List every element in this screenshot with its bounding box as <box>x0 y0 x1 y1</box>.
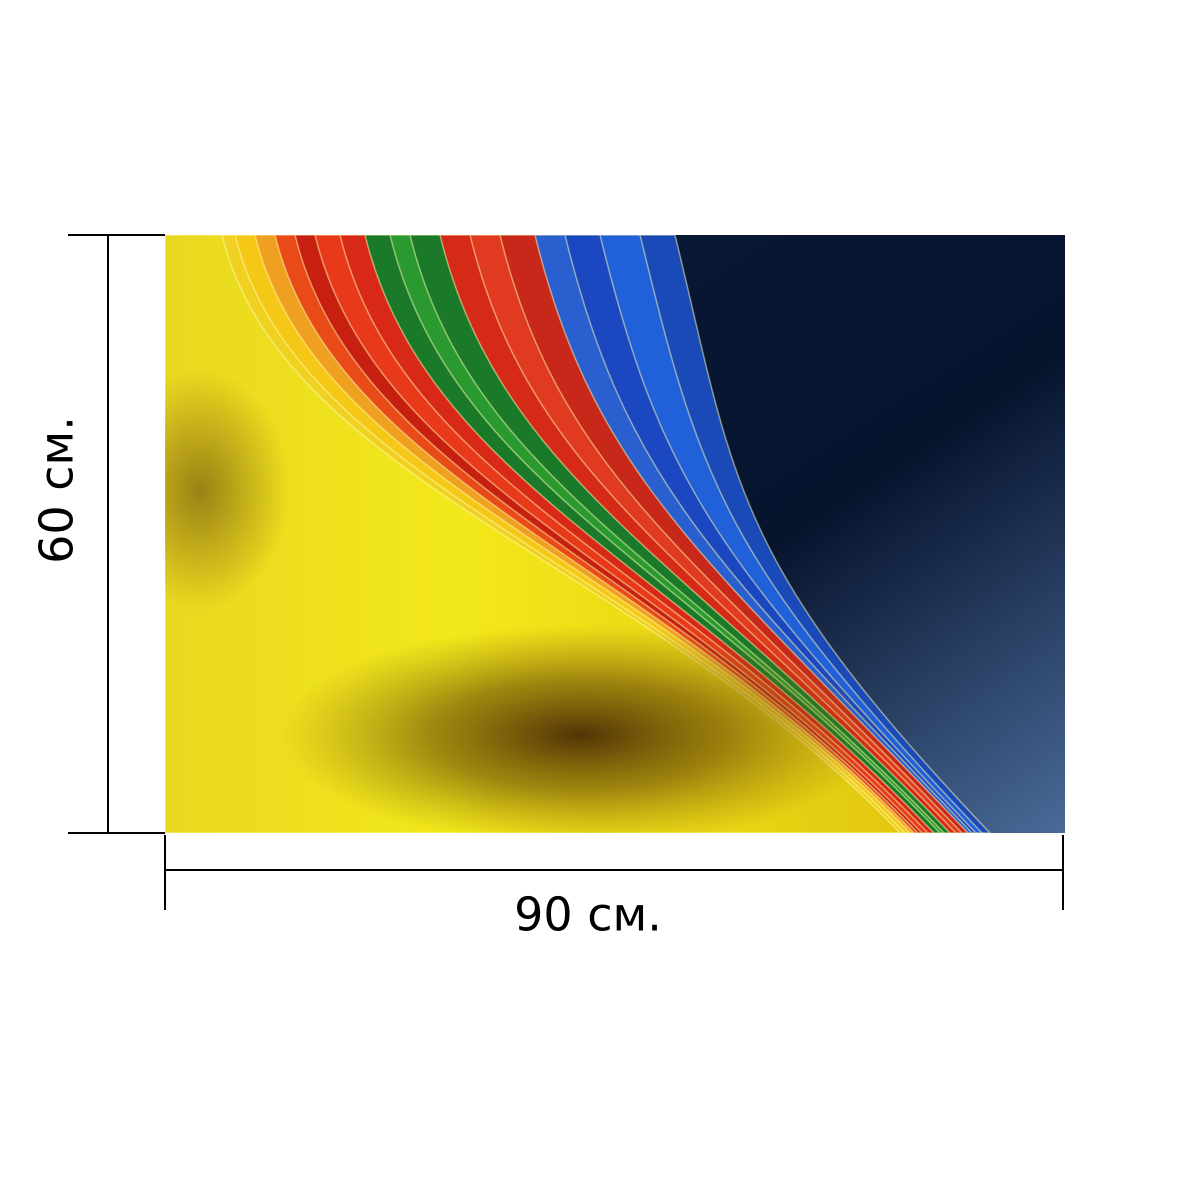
width-label: 90 см. <box>514 888 662 942</box>
height-label: 60 см. <box>30 416 84 564</box>
height-dimension <box>68 234 165 834</box>
width-dimension <box>164 835 1064 910</box>
photo <box>165 235 1065 833</box>
